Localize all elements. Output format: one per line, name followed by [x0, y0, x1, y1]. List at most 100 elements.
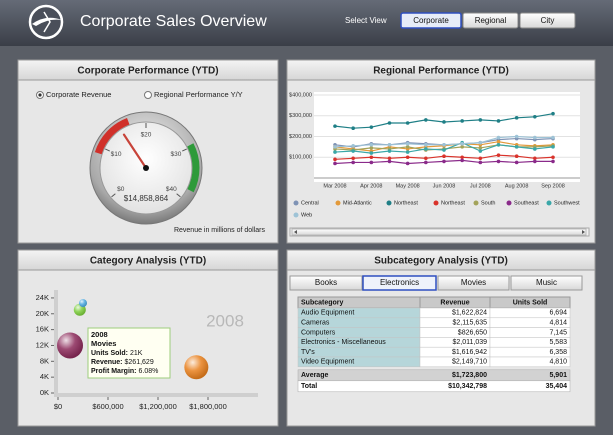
- category-tab[interactable]: [362, 275, 437, 291]
- table-cell: $1,622,824: [452, 310, 487, 317]
- data-point: [514, 154, 519, 159]
- data-point: [405, 150, 410, 154]
- radio-label[interactable]: Corporate Revenue: [46, 90, 111, 99]
- data-point: [405, 121, 410, 125]
- y-tick-label: 0K: [40, 388, 49, 397]
- tooltip-field-value: $261,629: [125, 359, 154, 366]
- y-tick-label: 8K: [40, 356, 49, 365]
- table-cell: 35,404: [546, 383, 568, 390]
- data-point: [514, 145, 519, 149]
- panel-title: Corporate Performance (YTD): [77, 66, 218, 77]
- data-point: [551, 111, 555, 116]
- tooltip-field-label: Revenue:: [91, 359, 123, 366]
- category-tab[interactable]: [289, 275, 363, 291]
- data-point: [496, 153, 501, 157]
- tooltip-field-label: Profit Margin:: [91, 368, 137, 375]
- data-point: [496, 139, 501, 144]
- bubble[interactable]: [79, 299, 87, 308]
- data-point: [424, 160, 428, 165]
- bubble[interactable]: [184, 355, 209, 380]
- table-cell: $1,616,942: [452, 349, 487, 356]
- y-tick-label: 12K: [36, 340, 49, 349]
- scrollbar[interactable]: [289, 227, 590, 237]
- data-point: [551, 159, 555, 164]
- data-point: [351, 156, 355, 161]
- table-cell: Computers: [301, 329, 336, 336]
- radio-label[interactable]: Regional Performance Y/Y: [154, 90, 243, 99]
- radio-button[interactable]: [144, 91, 152, 99]
- category-tab[interactable]: [437, 275, 510, 291]
- summary-row-bg: [297, 380, 571, 393]
- tooltip-field-value: 6.08%: [139, 368, 159, 375]
- data-point: [369, 125, 374, 129]
- table-cell: TV's: [301, 349, 315, 356]
- tooltip-box: [87, 327, 171, 379]
- data-point: [387, 159, 392, 164]
- x-axis: [54, 393, 258, 397]
- gauge-tick: [105, 148, 110, 152]
- view-tab-label[interactable]: Regional: [475, 16, 507, 25]
- category-tab-label[interactable]: Music: [536, 278, 557, 287]
- panel-title: Category Analysis (YTD): [90, 256, 206, 267]
- select-view-label: Select View: [345, 16, 387, 25]
- legend-label: Southwest: [554, 200, 580, 206]
- x-tick-label: Jun 2008: [433, 183, 456, 189]
- x-tick-label: Aug 2008: [505, 183, 529, 189]
- data-point: [533, 159, 537, 164]
- legend-label: Web: [301, 212, 312, 218]
- data-point: [514, 116, 519, 120]
- x-tick-label: May 2008: [396, 183, 420, 189]
- legend-label: Northeast: [441, 200, 465, 206]
- table-cell: $2,115,635: [452, 320, 487, 327]
- data-point: [369, 160, 374, 165]
- data-point: [369, 151, 374, 155]
- x-tick-label: $1,800,000: [189, 402, 227, 411]
- legend-swatch: [546, 200, 552, 206]
- data-point: [387, 121, 392, 125]
- tooltip-field: Units Sold: 21K: [91, 350, 143, 357]
- table-cell: 6,358: [549, 349, 567, 356]
- view-tab[interactable]: [462, 12, 519, 29]
- data-point: [460, 119, 464, 123]
- data-point: [442, 159, 446, 164]
- y-tick-label: 24K: [36, 293, 49, 302]
- gauge-caption: Revenue in millions of dollars: [174, 227, 266, 234]
- view-tab-label[interactable]: Corporate: [413, 16, 449, 25]
- table-cell: 4,814: [549, 320, 567, 327]
- view-tab[interactable]: [400, 12, 462, 29]
- bubble[interactable]: [57, 332, 83, 359]
- y-tick-label: $200,000: [289, 134, 312, 140]
- table-cell: Electronics - Miscellaneous: [301, 339, 386, 346]
- table-header: Subcategory: [301, 299, 344, 306]
- legend-label: South: [481, 200, 495, 206]
- data-point: [496, 135, 501, 140]
- tooltip-field: Revenue: $261,629: [91, 359, 154, 366]
- table-cell: 5,583: [549, 339, 567, 346]
- table-cell: 6,694: [549, 310, 567, 317]
- data-point: [478, 149, 483, 153]
- table-cell: $10,342,798: [448, 383, 487, 390]
- tooltip-field-value: 21K: [130, 350, 143, 357]
- data-point: [369, 146, 374, 150]
- x-tick-label: Mar 2008: [323, 183, 346, 189]
- data-point: [496, 159, 501, 164]
- view-tab-label[interactable]: City: [541, 16, 555, 25]
- y-tick-label: $100,000: [289, 155, 312, 161]
- data-point: [369, 155, 374, 160]
- data-point: [442, 154, 446, 159]
- table-cell: Cameras: [301, 320, 330, 327]
- gauge-tick-label: $30: [170, 151, 181, 158]
- data-point: [351, 160, 355, 165]
- category-tab-label[interactable]: Books: [315, 278, 337, 287]
- data-point: [460, 158, 464, 163]
- x-tick-label: Jul 2008: [470, 183, 491, 189]
- data-point: [387, 156, 392, 161]
- category-tab[interactable]: [510, 275, 583, 291]
- y-axis: [54, 290, 58, 393]
- year-label: 2008: [206, 311, 244, 330]
- category-tab-label[interactable]: Electronics: [380, 278, 419, 287]
- data-point: [405, 161, 410, 166]
- view-tab[interactable]: [519, 12, 576, 29]
- category-tab-label[interactable]: Movies: [461, 278, 486, 287]
